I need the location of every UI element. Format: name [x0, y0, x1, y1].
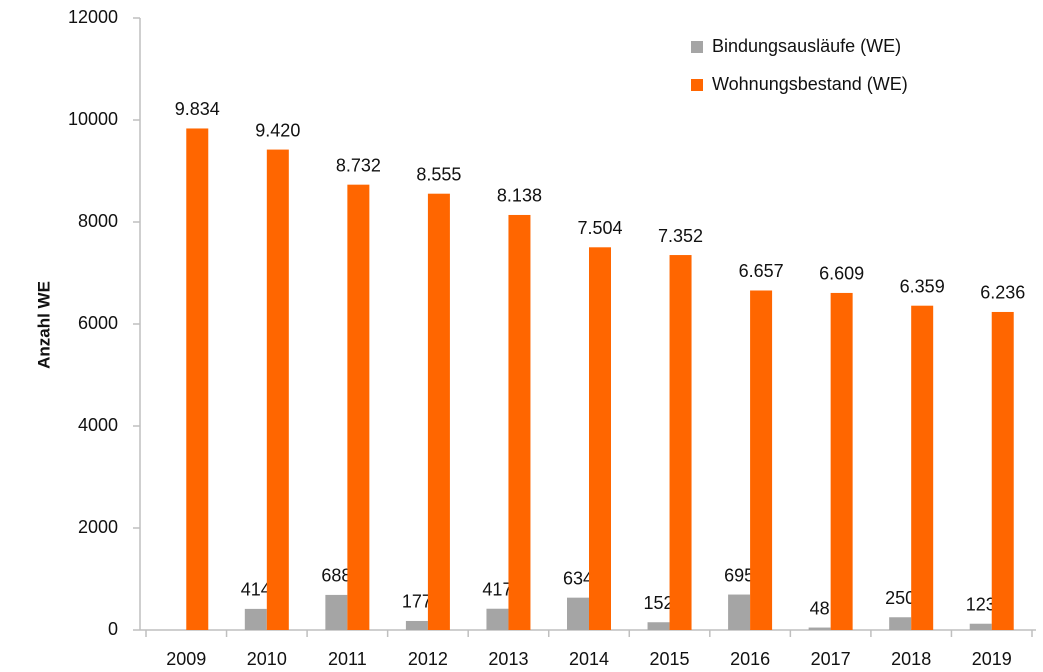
bar	[508, 214, 531, 630]
value-label: 634	[563, 568, 593, 588]
y-tick-label: 0	[108, 619, 118, 639]
value-label: 8.732	[336, 155, 381, 175]
legend-swatch	[691, 79, 703, 91]
bar	[567, 597, 589, 630]
value-label: 7.504	[577, 218, 622, 238]
value-label: 250	[885, 588, 915, 608]
value-label: 6.657	[739, 261, 784, 281]
bar	[808, 627, 831, 630]
bar	[728, 594, 751, 630]
bar	[325, 594, 348, 630]
value-label: 177	[402, 592, 432, 612]
value-label: 414	[241, 580, 271, 600]
value-label: 152	[644, 593, 674, 613]
bar	[889, 617, 912, 630]
value-label: 48	[810, 598, 830, 618]
value-label: 688	[321, 566, 351, 586]
y-tick-label: 10000	[68, 109, 118, 129]
value-label: 6.609	[819, 264, 864, 284]
value-label: 123	[966, 594, 996, 614]
value-label: 9.420	[255, 120, 300, 140]
x-tick-label: 2010	[247, 649, 287, 669]
bar	[589, 247, 611, 630]
value-label: 6.236	[980, 283, 1025, 303]
x-tick-label: 2009	[166, 649, 206, 669]
x-tick-label: 2014	[569, 649, 609, 669]
bar	[405, 620, 428, 630]
x-tick-label: 2012	[408, 649, 448, 669]
value-label: 8.138	[497, 186, 542, 206]
bar	[991, 311, 1014, 630]
bar	[830, 292, 853, 630]
value-label: 6.359	[900, 276, 945, 296]
bar	[427, 193, 450, 630]
bar	[186, 128, 209, 630]
bar	[647, 622, 670, 630]
legend-swatch	[691, 41, 703, 53]
bar	[969, 623, 992, 630]
legend-label: Bindungsausläufe (WE)	[712, 36, 901, 56]
y-axis-label: Anzahl WE	[34, 281, 53, 369]
value-label: 9.834	[175, 99, 220, 119]
x-tick-label: 2017	[811, 649, 851, 669]
x-tick-label: 2016	[730, 649, 770, 669]
x-tick-label: 2011	[328, 649, 367, 669]
value-label: 7.352	[658, 226, 703, 246]
y-tick-label: 2000	[78, 517, 118, 537]
bar	[347, 184, 370, 630]
y-tick-label: 6000	[78, 313, 118, 333]
y-tick-label: 4000	[78, 415, 118, 435]
legend-label: Wohnungsbestand (WE)	[712, 74, 908, 94]
bar	[669, 255, 692, 630]
value-label: 695	[724, 565, 754, 585]
bar	[266, 149, 289, 630]
x-tick-label: 2013	[488, 649, 528, 669]
x-tick-label: 2019	[972, 649, 1012, 669]
value-label: 8.555	[416, 164, 461, 184]
x-tick-label: 2018	[891, 649, 931, 669]
bar	[244, 608, 267, 630]
value-label: 417	[482, 579, 512, 599]
x-tick-label: 2015	[650, 649, 690, 669]
bar	[750, 290, 773, 630]
y-tick-label: 12000	[68, 7, 118, 27]
bar	[911, 305, 934, 630]
y-tick-label: 8000	[78, 211, 118, 231]
bar	[486, 608, 509, 630]
